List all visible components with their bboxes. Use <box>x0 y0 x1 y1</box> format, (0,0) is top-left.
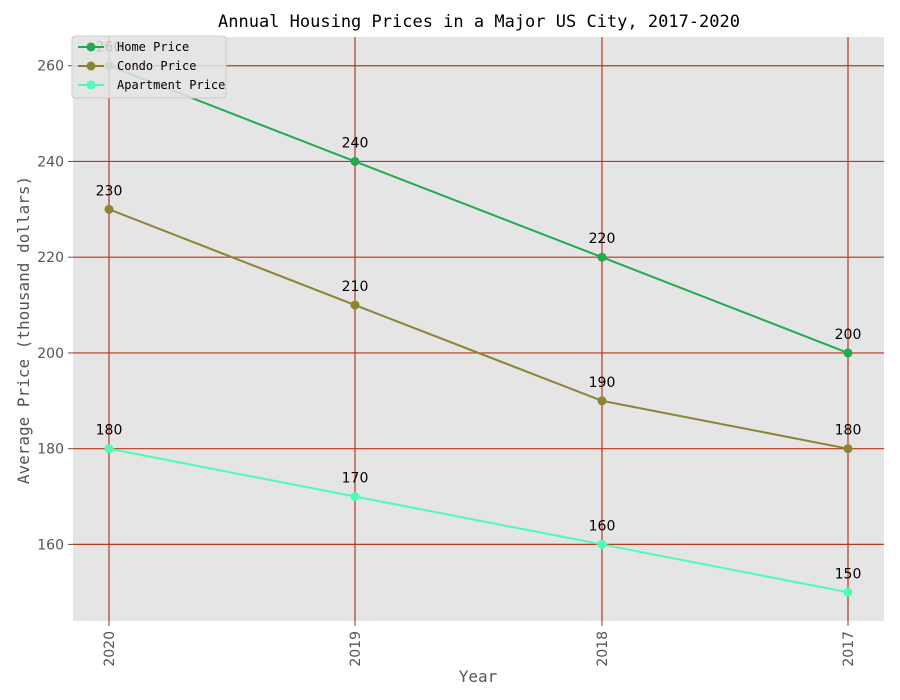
data-point <box>597 252 607 262</box>
data-point <box>350 156 360 166</box>
data-point <box>104 204 114 214</box>
legend-marker <box>86 42 96 52</box>
x-tick-label: 2017 <box>841 631 857 667</box>
legend-item: Apartment Price <box>78 78 225 92</box>
data-point <box>597 539 607 549</box>
y-tick-label: 180 <box>37 442 64 458</box>
data-label: 190 <box>589 375 616 391</box>
legend-label: Home Price <box>117 40 189 54</box>
data-point <box>350 300 360 310</box>
x-axis-ticks: 2020 2019 2018 2017 <box>102 621 857 667</box>
plot-area <box>73 37 884 621</box>
legend: Home Price Condo Price Apartment Price <box>71 35 227 99</box>
data-point <box>843 444 853 454</box>
series-line <box>108 208 849 450</box>
data-label: 160 <box>589 518 616 534</box>
y-axis-label: Average Price (thousand dollars) <box>14 176 33 484</box>
data-point <box>843 348 853 358</box>
data-label: 240 <box>342 135 369 151</box>
data-label: 180 <box>96 423 123 439</box>
y-tick-label: 200 <box>37 346 64 362</box>
data-label: 220 <box>589 231 616 247</box>
x-axis-label: Year <box>459 667 498 686</box>
data-label: 150 <box>835 566 862 582</box>
y-tick-label: 240 <box>37 154 64 170</box>
data-label: 210 <box>342 279 369 295</box>
y-tick-label: 160 <box>37 537 64 553</box>
legend-label: Condo Price <box>117 59 196 73</box>
data-point <box>843 587 853 597</box>
series-condo-price: 230 210 190 180 <box>96 183 862 454</box>
data-point <box>350 492 360 502</box>
y-tick-label: 260 <box>37 59 64 75</box>
chart-title: Annual Housing Prices in a Major US City… <box>218 12 740 32</box>
legend-marker <box>86 80 96 90</box>
series-line <box>108 64 849 354</box>
legend-item: Home Price <box>78 40 189 54</box>
data-point <box>104 444 114 454</box>
y-tick-label: 220 <box>37 250 64 266</box>
series-line <box>108 447 849 594</box>
y-axis-ticks: 160 180 200 220 240 260 <box>37 59 73 553</box>
x-tick-label: 2019 <box>348 631 364 667</box>
data-label: 180 <box>835 423 862 439</box>
data-label: 230 <box>96 183 123 199</box>
x-tick-label: 2020 <box>102 631 118 667</box>
data-point <box>597 396 607 406</box>
legend-box <box>71 35 227 99</box>
x-tick-label: 2018 <box>595 631 611 667</box>
series-apartment-price: 180 170 160 150 <box>96 423 862 597</box>
data-label: 200 <box>835 327 862 343</box>
legend-marker <box>86 61 96 71</box>
data-label: 170 <box>342 471 369 487</box>
legend-label: Apartment Price <box>117 78 225 92</box>
legend-item: Condo Price <box>78 59 196 73</box>
